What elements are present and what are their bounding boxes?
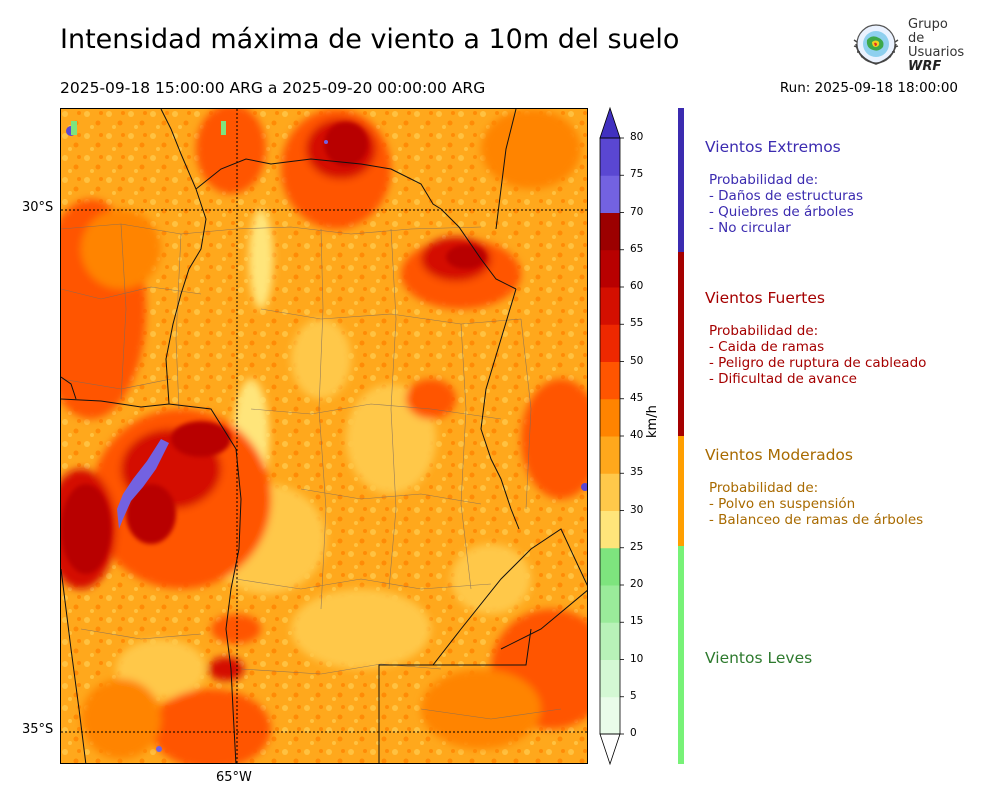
legend-category: Vientos Moderados Probabilidad de: - Polvo… [705, 446, 923, 528]
colorbar-tick-label: 0 [630, 727, 637, 739]
colorbar-tick-label: 25 [630, 540, 644, 553]
colorbar-tick-label: 70 [630, 205, 644, 218]
legend-category-item: - Dificultad de avance [709, 371, 857, 387]
legend-category-title: Vientos Extremos [705, 138, 841, 156]
legend-color-bar [678, 436, 684, 546]
legend-category-heading: Probabilidad de: [709, 172, 819, 188]
legend-category-item: - Quiebres de árboles [709, 204, 854, 220]
logo-line-1: Grupo de [908, 17, 948, 46]
department-boundaries [61, 223, 562, 720]
colorbar-bin [600, 138, 620, 176]
legend-category-item: - Balanceo de ramas de árboles [709, 512, 924, 528]
legend-category-title: Vientos Fuertes [705, 289, 825, 307]
colorbar-bin [600, 659, 620, 698]
lon-label-65w: 65°W [216, 770, 252, 785]
colorbar-bin [600, 287, 620, 325]
colorbar-extend-top [599, 106, 621, 139]
colorbar-tick-label: 10 [630, 652, 644, 665]
province-boundaries [61, 109, 587, 763]
wind-intensity-blobs [61, 109, 587, 763]
colorbar-bin [600, 696, 620, 735]
legend-color-bar [678, 546, 684, 764]
colorbar-bin [600, 249, 620, 288]
lat-label-35s: 35°S [22, 722, 54, 737]
legend-color-bar [678, 252, 684, 436]
colorbar-tick-label: 80 [630, 131, 644, 143]
logo-line-2: Usuarios [908, 45, 965, 60]
colorbar-bin [600, 473, 620, 511]
forecast-period: 2025-09-18 15:00:00 ARG a 2025-09-20 00:… [60, 79, 486, 97]
colorbar-bin [600, 361, 620, 400]
colorbar [596, 106, 656, 770]
logo-line-3: WRF [908, 59, 942, 74]
legend-color-bar [678, 108, 684, 252]
colorbar-bin [600, 547, 620, 586]
graticule [61, 109, 587, 763]
colorbar-tick-label: 20 [630, 578, 644, 590]
wind-field-svg [61, 109, 587, 763]
legend-category-item: - Caida de ramas [709, 339, 825, 355]
colorbar-bin [600, 324, 620, 362]
colorbar-tick-label: 50 [630, 354, 644, 367]
colorbar-svg [599, 106, 624, 766]
colorbar-tick-label: 65 [630, 242, 644, 255]
colorbar-bin [600, 585, 620, 623]
colorbar-tick-label: 30 [630, 503, 644, 516]
lat-label-30s: 30°S [22, 200, 54, 215]
colorbar-bin [600, 622, 620, 660]
extreme-wind-patch [117, 439, 169, 529]
colorbar-unit: km/h [645, 405, 660, 438]
legend-category-item: - Daños de estructuras [709, 188, 864, 204]
globe-logo-icon [853, 24, 899, 65]
wind-map [60, 108, 588, 764]
legend-category-item: - No circular [709, 220, 791, 236]
legend-category: Vientos Leves [705, 649, 812, 667]
colorbar-bin [600, 436, 620, 474]
legend-category-item: - Peligro de ruptura de cableado [709, 355, 927, 371]
legend-category: Vientos Extremos Probabilidad de: - Daños … [705, 138, 863, 236]
colorbar-tick-label: 40 [630, 429, 644, 441]
colorbar-tick-label: 55 [630, 317, 644, 330]
legend-category-title: Vientos Moderados [705, 446, 853, 464]
wrf-logo: Grupo de Usuarios WRF [848, 18, 968, 74]
legend-category-item: - Polvo en suspensión [709, 496, 856, 512]
legend-category: Vientos Fuertes Probabilidad de: - Caida d… [705, 289, 926, 387]
colorbar-tick-label: 45 [630, 391, 644, 404]
colorbar-tick-label: 35 [630, 466, 644, 479]
legend-category-title: Vientos Leves [705, 649, 813, 667]
colorbar-bin [600, 175, 620, 213]
colorbar-tick-label: 75 [630, 168, 644, 181]
legend-category-heading: Probabilidad de: [709, 480, 819, 496]
colorbar-bin [600, 398, 620, 437]
legend-category-heading: Probabilidad de: [709, 323, 819, 339]
colorbar-bin [600, 510, 620, 549]
colorbar-tick-label: 15 [630, 615, 644, 628]
colorbar-tick-label: 60 [630, 280, 644, 292]
model-run: Run: 2025-09-18 18:00:00 [779, 80, 958, 96]
map-title: Intensidad máxima de viento a 10m del su… [60, 24, 680, 55]
colorbar-extend-bottom [599, 733, 621, 766]
logo-text: Grupo de Usuarios WRF [908, 18, 968, 74]
colorbar-tick-label: 5 [630, 689, 637, 702]
colorbar-bin [600, 212, 620, 251]
